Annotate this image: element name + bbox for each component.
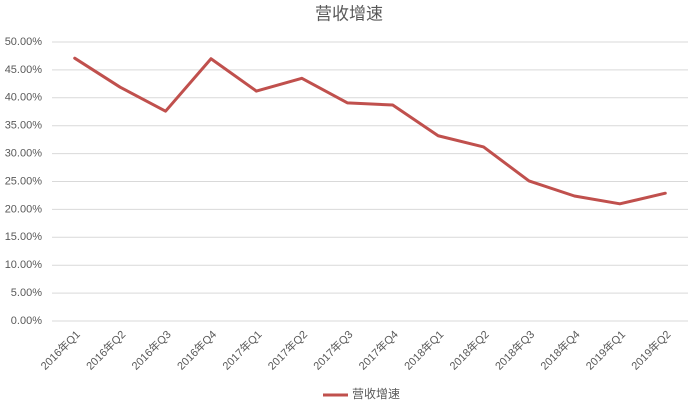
- x-tick-label: 2019年Q2: [628, 327, 673, 372]
- x-tick-label: 2016年Q3: [128, 327, 173, 372]
- chart-title: 营收增速: [315, 4, 383, 23]
- series-line: [73, 56, 667, 206]
- x-tick-label: 2017年Q2: [265, 327, 310, 372]
- y-tick-label: 5.00%: [11, 287, 42, 299]
- x-tick-label: 2019年Q1: [583, 327, 628, 372]
- x-tick-label: 2017年Q3: [310, 327, 355, 372]
- legend-label: 营收增速: [352, 387, 400, 401]
- y-tick-label: 0.00%: [11, 315, 42, 327]
- y-tick-label: 25.00%: [5, 175, 43, 187]
- x-tick-label: 2016年Q4: [174, 327, 219, 372]
- x-tick-label: 2018年Q3: [492, 327, 537, 372]
- x-tick-label: 2018年Q1: [401, 327, 446, 372]
- x-tick-label: 2018年Q4: [537, 327, 582, 372]
- y-tick-label: 30.00%: [5, 148, 43, 160]
- y-tick-label: 20.00%: [5, 203, 43, 215]
- y-tick-label: 40.00%: [5, 92, 43, 104]
- y-tick-label: 15.00%: [5, 231, 43, 243]
- y-tick-label: 50.00%: [5, 36, 43, 48]
- y-tick-label: 45.00%: [5, 64, 43, 76]
- x-tick-label: 2016年Q2: [83, 327, 128, 372]
- x-tick-label: 2017年Q4: [356, 327, 401, 372]
- y-tick-label: 35.00%: [5, 120, 43, 132]
- x-tick-label: 2016年Q1: [38, 327, 83, 372]
- x-tick-label: 2017年Q1: [219, 327, 264, 372]
- y-tick-label: 10.00%: [5, 259, 43, 271]
- x-tick-label: 2018年Q2: [446, 327, 491, 372]
